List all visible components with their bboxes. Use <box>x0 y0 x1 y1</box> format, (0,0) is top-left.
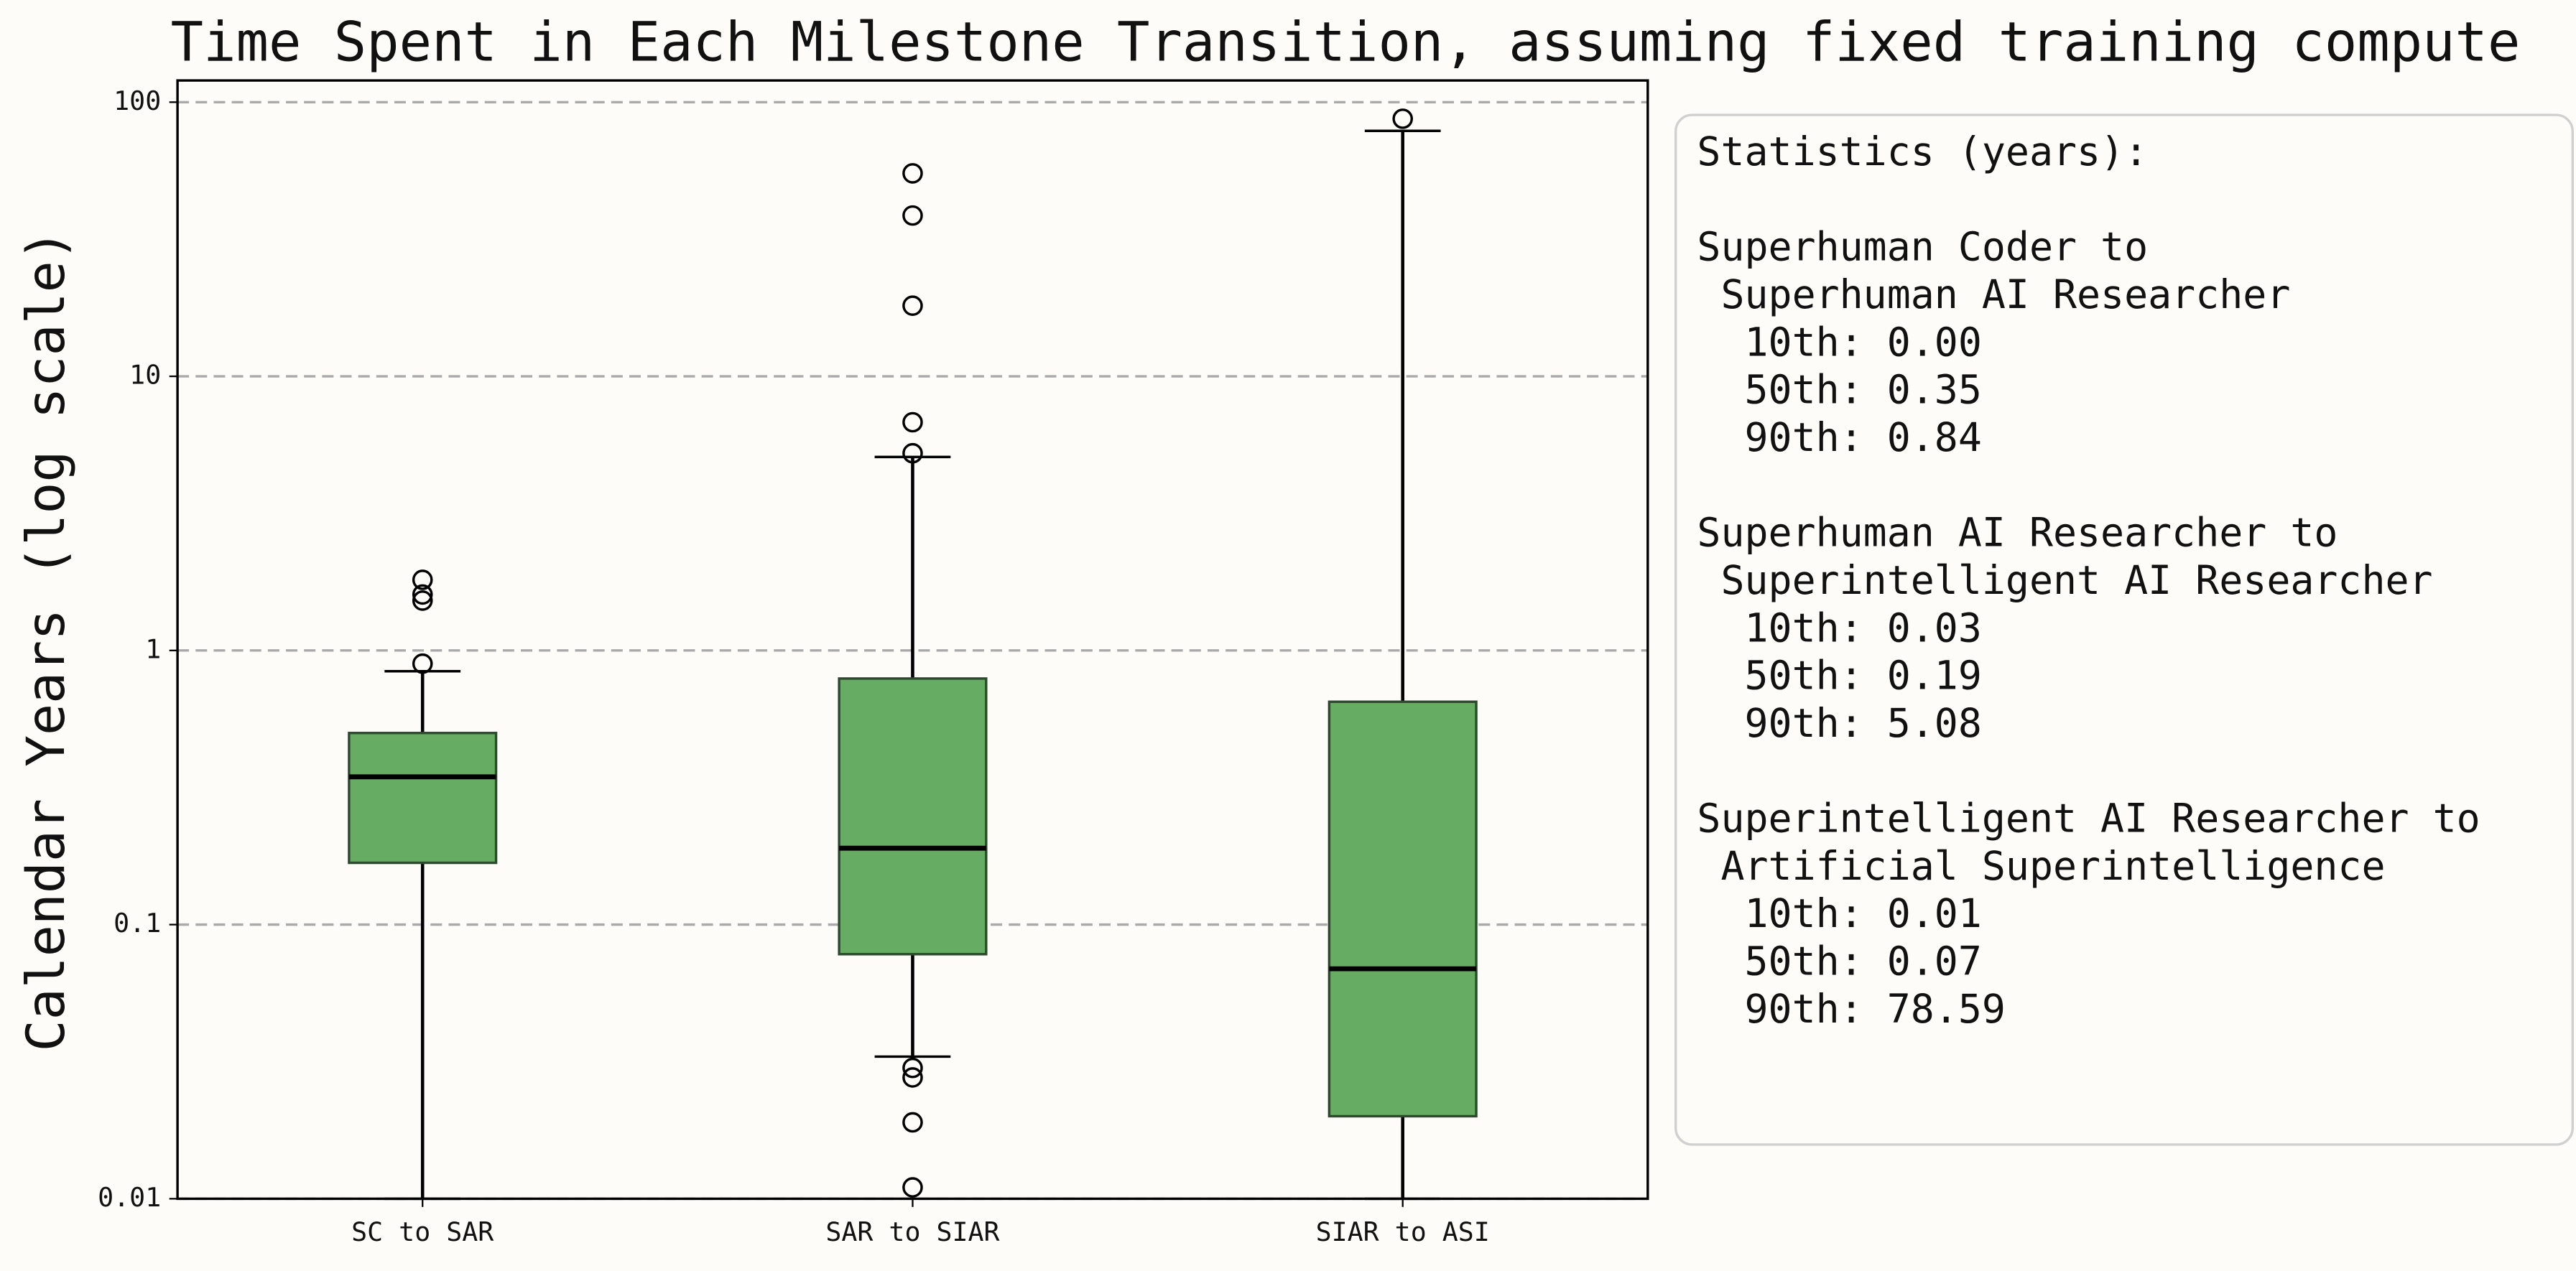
y-tick-label: 1 <box>145 633 161 664</box>
stats-line: 10th: 0.00 <box>1697 319 1981 365</box>
outlier <box>902 163 923 184</box>
stats-box <box>1674 113 2575 1146</box>
x-tick-label: SAR to SIAR <box>825 1216 1000 1247</box>
y-tick-label: 0.01 <box>98 1182 161 1213</box>
box <box>838 677 988 956</box>
box <box>348 732 498 865</box>
stats-line: 90th: 78.59 <box>1697 986 2006 1032</box>
stats-line: 10th: 0.01 <box>1697 890 1981 936</box>
outlier <box>902 411 923 433</box>
stats-line: Superhuman AI Researcher <box>1697 271 2290 317</box>
chart-title: Time Spent in Each Milestone Transition,… <box>171 11 2521 74</box>
stats-heading: Statistics (years): <box>1697 129 2148 174</box>
outlier <box>1392 108 1413 129</box>
stats-line: Superhuman Coder to <box>1697 224 2148 270</box>
stats-line: Superhuman AI Researcher to <box>1697 510 2338 556</box>
outlier <box>412 569 433 590</box>
y-tick-label: 100 <box>113 85 161 116</box>
stats-line: 50th: 0.07 <box>1697 938 1981 984</box>
stats-line: 90th: 5.08 <box>1697 700 1981 746</box>
outlier <box>412 584 433 605</box>
outlier <box>412 590 433 611</box>
y-tick-label: 0.1 <box>113 908 161 939</box>
outlier <box>902 205 923 226</box>
stats-line: 10th: 0.03 <box>1697 605 1981 651</box>
plot-frame <box>176 79 1649 1201</box>
y-tick-label: 10 <box>129 360 161 391</box>
stats-line: Artificial Superintelligence <box>1697 843 2385 889</box>
outlier <box>902 1112 923 1133</box>
outlier <box>902 1057 923 1079</box>
x-tick-label: SIAR to ASI <box>1316 1216 1490 1247</box>
stats-line: 90th: 0.84 <box>1697 414 1981 460</box>
y-axis-label: Calendar Years (log scale) <box>16 229 77 1051</box>
outlier <box>902 442 923 464</box>
stats-line: Superintelligent AI Researcher to <box>1697 796 2480 842</box>
outlier <box>902 295 923 316</box>
stats-line: Superintelligent AI Researcher <box>1697 557 2432 603</box>
outlier <box>902 1177 923 1198</box>
stats-line: 50th: 0.35 <box>1697 367 1981 413</box>
box <box>1328 700 1478 1118</box>
outlier <box>412 653 433 674</box>
x-tick-label: SC to SAR <box>351 1216 494 1247</box>
stats-line: 50th: 0.19 <box>1697 653 1981 699</box>
outlier <box>902 1067 923 1088</box>
